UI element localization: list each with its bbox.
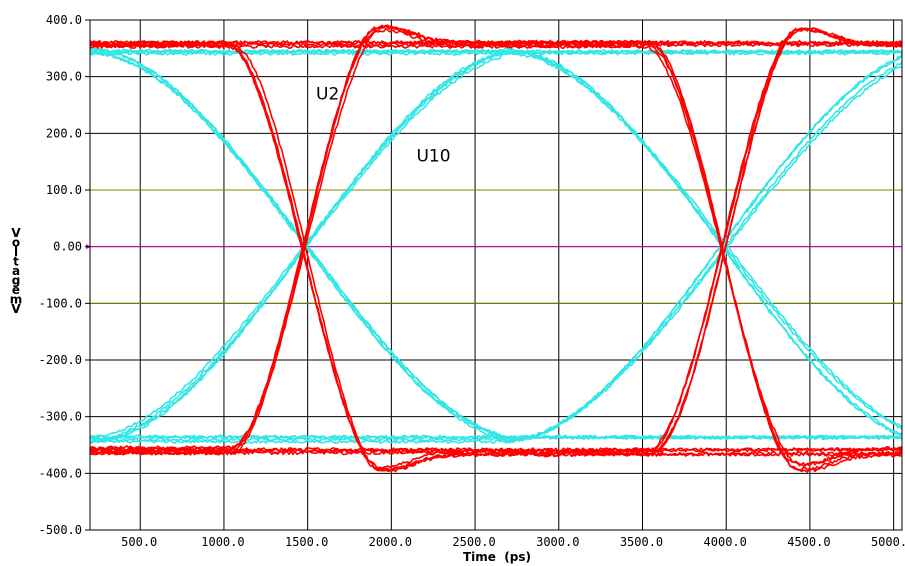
y-axis-title-char: l (14, 245, 18, 259)
y-tick-label-9: -500.0 (39, 523, 82, 537)
trace-u2-7-1 (89, 447, 903, 453)
series-u10 (89, 46, 903, 444)
plot-frame (85, 19, 903, 531)
trace-u2-6-1 (89, 40, 903, 45)
annotations: U2 U10 (316, 84, 451, 166)
plot-background (90, 20, 902, 530)
x-tick-label-2: 1500.0 (285, 535, 328, 549)
y-tick-label-5: -100.0 (39, 296, 82, 310)
y-tick-label-7: -300.0 (39, 410, 82, 424)
y-axis-title-char: o (12, 236, 20, 250)
y-axis-title-char: g (12, 274, 21, 288)
y-tick-label-8: -400.0 (39, 466, 82, 480)
trace-u10-5-0 (89, 66, 903, 444)
plot-border (89, 19, 903, 531)
y-tick-label-0: 400.0 (46, 13, 82, 27)
trace-u10-4-0 (89, 51, 903, 428)
waveform-traces (89, 24, 903, 473)
y-axis-title-char: t (13, 255, 19, 269)
trace-u10-3-1 (89, 46, 903, 441)
y-tick-label-2: 200.0 (46, 126, 82, 140)
y-axis-title-char: V (11, 302, 21, 316)
x-tick-label-9: 5000.0 (871, 535, 905, 549)
x-tick-label-3: 2000.0 (369, 535, 412, 549)
x-axis-title: Time (ps) (463, 550, 531, 564)
annotation-u10: U10 (416, 147, 450, 167)
x-tick-label-4: 2500.0 (452, 535, 495, 549)
x-tick-label-8: 4500.0 (787, 535, 830, 549)
trace-u10-6-1 (89, 49, 903, 55)
reference-lines (86, 189, 902, 304)
trace-u10-7-1 (89, 434, 902, 439)
y-tick-label-4: 0.00 (53, 240, 82, 254)
y-tick-label-1: 300.0 (46, 70, 82, 84)
trace-u2-5-1 (89, 27, 903, 456)
x-tick-label-0: 500.0 (121, 535, 157, 549)
x-tick-label-6: 3500.0 (620, 535, 663, 549)
trace-u2-6-0 (89, 42, 903, 48)
y-tick-label-3: 100.0 (46, 183, 82, 197)
y-axis-title-char: a (12, 264, 20, 278)
x-tick-label-5: 3000.0 (536, 535, 579, 549)
y-axis-title-char: m (10, 293, 23, 307)
series-u2 (89, 24, 903, 473)
y-tick-label-6: -200.0 (39, 353, 82, 367)
y-tick-labels: 400.0 300.0 200.0 100.0 0.00 -100.0 -200.0 -300… (39, 13, 82, 537)
annotation-u2: U2 (316, 84, 339, 104)
y-axis-title-char: e (12, 283, 20, 297)
y-axis-title-char: V (11, 226, 21, 240)
x-tick-labels: 500.0 1000.0 1500.0 2000.0 2500.0 3000.0 3500.… (121, 535, 905, 549)
x-tick-label-7: 4000.0 (704, 535, 747, 549)
x-tick-label-1: 1000.0 (201, 535, 244, 549)
trace-u10-5-1 (89, 56, 903, 442)
